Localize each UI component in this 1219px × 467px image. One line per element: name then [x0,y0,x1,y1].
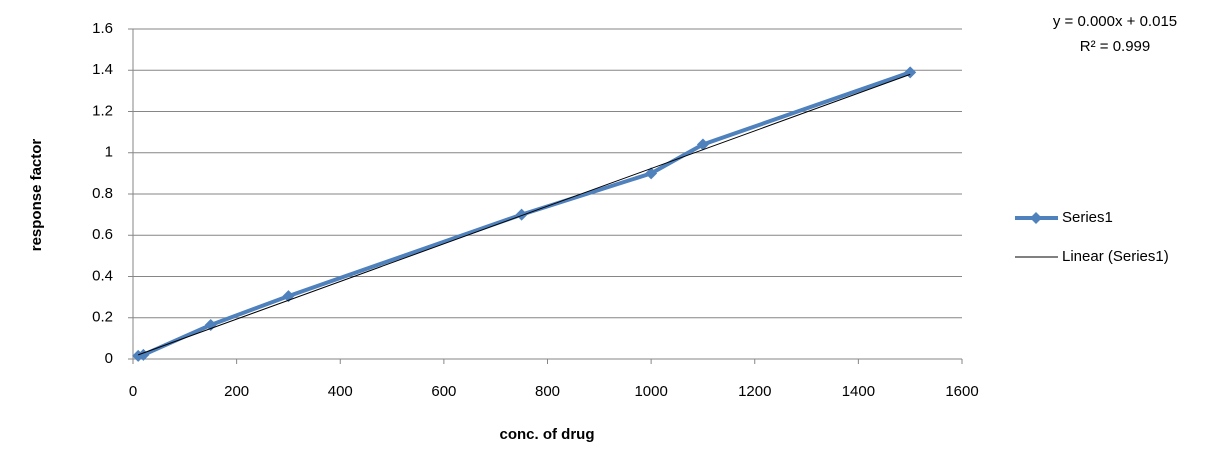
r-squared: R² = 0.999 [1080,38,1150,55]
y-tick-label: 0.8 [92,185,113,202]
x-tick-label: 800 [535,383,560,400]
x-tick-label: 1600 [945,383,978,400]
x-tick-label: 1200 [738,383,771,400]
y-tick-label: 1 [105,144,113,161]
x-tick-label: 0 [129,383,137,400]
x-tick-label: 1000 [634,383,667,400]
data-point [204,318,217,331]
y-tick-label: 1.6 [92,20,113,37]
y-tick-label: 0.6 [92,226,113,243]
data-point [696,138,709,151]
data-point [515,208,528,221]
x-axis-label: conc. of drug [500,426,595,443]
y-axis-label: response factor [28,139,45,252]
legend-label: Linear (Series1) [1062,248,1169,265]
data-point [645,167,658,180]
x-tick-label: 400 [328,383,353,400]
x-tick-label: 600 [431,383,456,400]
series-line [138,73,911,356]
series-line [137,70,911,358]
data-point [904,66,917,79]
x-tick-label: 1400 [842,383,875,400]
legend-label: Series1 [1062,209,1113,226]
y-tick-label: 0.4 [92,267,113,284]
y-tick-label: 1.4 [92,61,113,78]
legend-marker [1030,212,1042,224]
y-tick-label: 1.2 [92,102,113,119]
y-tick-label: 0.2 [92,309,113,326]
trend-equation: y = 0.000x + 0.015 [1053,13,1177,30]
y-tick-label: 0 [105,350,113,367]
x-tick-label: 200 [224,383,249,400]
